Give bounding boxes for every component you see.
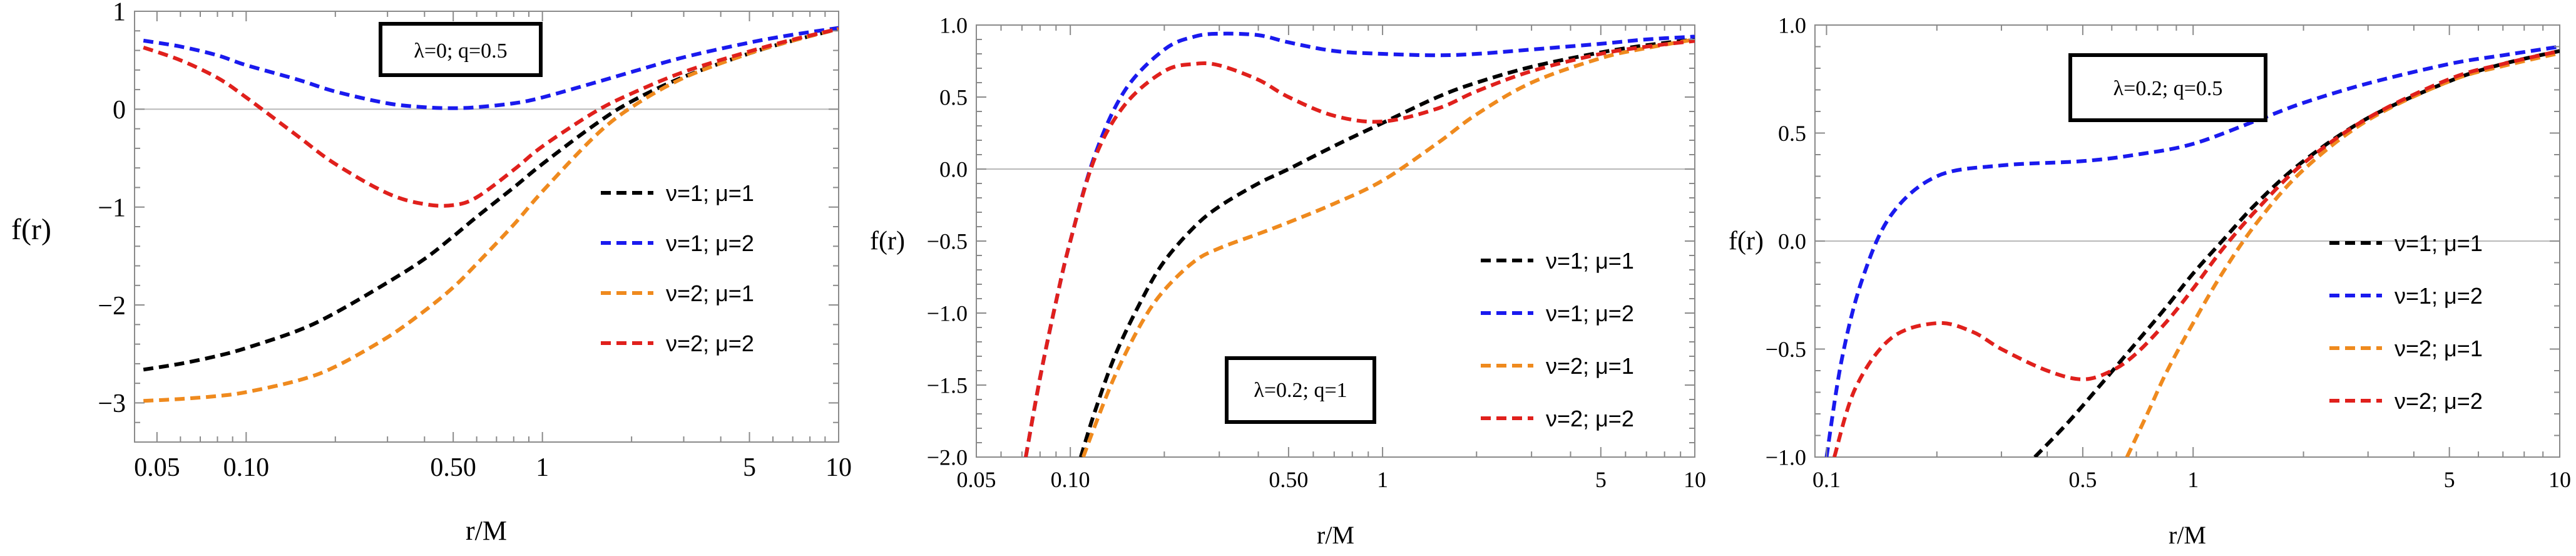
y-tick-label: −1.0 bbox=[1766, 445, 1806, 470]
legend-label: ν=2; μ=2 bbox=[666, 331, 754, 356]
legend: ν=1; μ=1 ν=1; μ=2 ν=2; μ=1 ν=2; μ=2 bbox=[2329, 230, 2483, 414]
y-tick-label: 0.0 bbox=[939, 157, 968, 182]
curves bbox=[1024, 31, 1695, 457]
panel-lambda0-q05: 0.05 0.10 0.50 1 5 10 −3 −2 −1 0 1 r/M f(r) λ=0; … bbox=[11, 0, 852, 546]
x-tick-label: 0.05 bbox=[134, 453, 180, 482]
x-tick-label: 5 bbox=[2444, 467, 2455, 492]
x-tick-label: 0.1 bbox=[1812, 467, 1841, 492]
legend-label: ν=1; μ=1 bbox=[666, 180, 754, 206]
x-ticks: 0.1 0.5 1 5 10 bbox=[1812, 25, 2571, 492]
legend-label: ν=2; μ=2 bbox=[2395, 388, 2483, 414]
series-line-1-1 bbox=[143, 27, 839, 372]
series-line-2-1 bbox=[1081, 38, 1695, 457]
legend-label: ν=1; μ=1 bbox=[1546, 248, 1634, 274]
x-ticks: 0.05 0.10 0.50 1 5 10 bbox=[134, 11, 852, 482]
series-line-1-1 bbox=[2033, 49, 2560, 457]
y-tick-label: −0.5 bbox=[927, 229, 968, 254]
parameter-box: λ=0.2; q=0.5 bbox=[2068, 53, 2267, 122]
legend-label: ν=1; μ=2 bbox=[666, 230, 754, 256]
x-tick-label: 0.50 bbox=[430, 453, 476, 482]
x-tick-label: 10 bbox=[2548, 467, 2571, 492]
panel-lambda02-q1: 0.05 0.10 0.50 1 5 10 −2.0 −1.5 −1.0 −0.5 0.0 0.5 1… bbox=[870, 13, 1706, 549]
series-line-2-2 bbox=[143, 27, 839, 208]
y-tick-label: 1.0 bbox=[939, 13, 968, 38]
legend-label: ν=2; μ=1 bbox=[1546, 353, 1634, 379]
curves bbox=[143, 26, 839, 403]
legend-label: ν=1; μ=2 bbox=[2395, 283, 2483, 309]
legend: ν=1; μ=1 ν=1; μ=2 ν=2; μ=1 ν=2; μ=2 bbox=[601, 180, 754, 356]
y-tick-label: −2 bbox=[98, 292, 126, 321]
series-line-2-2 bbox=[1832, 49, 2560, 457]
x-axis-label: r/M bbox=[2169, 521, 2206, 549]
legend-label: ν=2; μ=1 bbox=[2395, 336, 2483, 361]
y-ticks: −2.0 −1.5 −1.0 −0.5 0.0 0.5 1.0 bbox=[927, 13, 1695, 470]
parameter-box-label: λ=0; q=0.5 bbox=[414, 39, 507, 63]
x-tick-label: 0.10 bbox=[1051, 467, 1090, 492]
parameter-box-frame bbox=[2068, 53, 2267, 122]
y-tick-label: −0.5 bbox=[1766, 337, 1806, 362]
x-tick-label: 5 bbox=[1595, 467, 1607, 492]
y-tick-label: 0.0 bbox=[1778, 229, 1806, 254]
series-line-2-2 bbox=[1024, 39, 1695, 457]
y-axis-label: f(r) bbox=[870, 227, 905, 255]
curves bbox=[1824, 44, 2560, 457]
y-ticks: −3 −2 −1 0 1 bbox=[98, 0, 839, 443]
parameter-box: λ=0; q=0.5 bbox=[379, 22, 543, 77]
x-tick-label: 0.5 bbox=[2068, 467, 2097, 492]
y-tick-label: −1 bbox=[98, 193, 126, 222]
legend: ν=1; μ=1 ν=1; μ=2 ν=2; μ=1 ν=2; μ=2 bbox=[1481, 248, 1634, 431]
y-axis-label: f(r) bbox=[1729, 227, 1764, 255]
x-tick-label: 1 bbox=[536, 453, 549, 482]
parameter-box: λ=0.2; q=1 bbox=[1225, 356, 1376, 424]
legend-label: ν=1; μ=1 bbox=[2395, 230, 2483, 256]
series-line-1-2 bbox=[1824, 44, 2560, 457]
legend-label: ν=1; μ=2 bbox=[1546, 301, 1634, 326]
legend-label: ν=2; μ=2 bbox=[1546, 406, 1634, 431]
x-tick-label: 0.10 bbox=[223, 453, 270, 482]
series-line-1-1 bbox=[1079, 38, 1695, 457]
parameter-box-frame bbox=[379, 22, 543, 77]
parameter-box-label: λ=0.2; q=0.5 bbox=[2113, 77, 2223, 100]
parameter-box-label: λ=0.2; q=1 bbox=[1254, 379, 1347, 402]
x-tick-label: 1 bbox=[2187, 467, 2199, 492]
legend-label: ν=2; μ=1 bbox=[666, 281, 754, 306]
x-tick-label: 0.50 bbox=[1269, 467, 1308, 492]
y-tick-label: −3 bbox=[98, 389, 126, 418]
x-tick-label: 10 bbox=[1684, 467, 1706, 492]
y-tick-label: 0.5 bbox=[1778, 121, 1806, 146]
panel-lambda02-q05: 0.1 0.5 1 5 10 −1.0 −0.5 0.0 0.5 1.0 r/M f(r) λ=… bbox=[1729, 13, 2571, 549]
y-tick-label: −1.5 bbox=[927, 373, 968, 398]
x-tick-label: 0.05 bbox=[957, 467, 996, 492]
x-axis-label: r/M bbox=[466, 515, 507, 546]
series-line-1-2 bbox=[143, 26, 839, 110]
x-tick-label: 10 bbox=[825, 453, 852, 482]
parameter-box-frame bbox=[1225, 356, 1376, 424]
x-axis-label: r/M bbox=[1317, 521, 1354, 549]
y-tick-label: −1.0 bbox=[927, 301, 968, 326]
y-axis-label: f(r) bbox=[11, 213, 51, 246]
y-tick-label: 0 bbox=[113, 96, 126, 125]
x-tick-label: 1 bbox=[1377, 467, 1388, 492]
x-ticks: 0.05 0.10 0.50 1 5 10 bbox=[957, 25, 1706, 492]
x-tick-label: 5 bbox=[743, 453, 756, 482]
y-tick-label: 1 bbox=[113, 0, 126, 27]
series-line-2-1 bbox=[2125, 51, 2560, 457]
y-tick-label: 1.0 bbox=[1778, 13, 1806, 38]
y-tick-label: 0.5 bbox=[939, 85, 968, 110]
y-tick-label: −2.0 bbox=[927, 445, 968, 470]
y-ticks: −1.0 −0.5 0.0 0.5 1.0 bbox=[1766, 13, 2560, 470]
